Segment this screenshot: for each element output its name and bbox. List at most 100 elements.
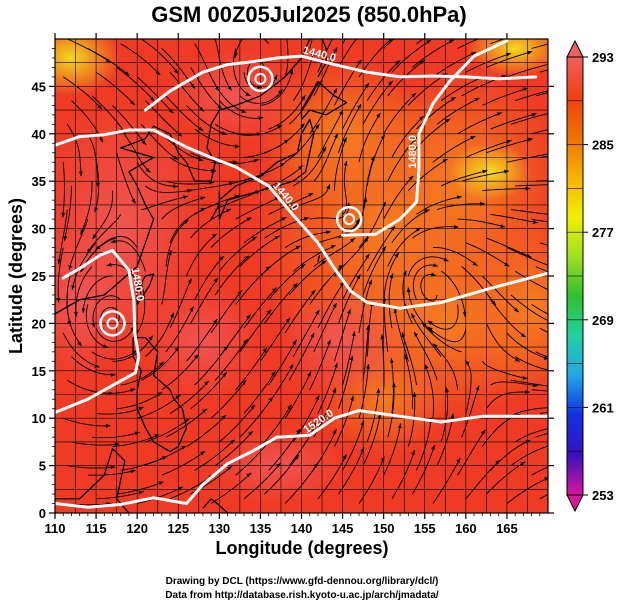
y-tick-label: 20: [32, 316, 46, 331]
streamline: [112, 335, 154, 362]
streamline-arrow: [202, 408, 208, 414]
streamline: [366, 134, 386, 186]
streamline-arrow: [96, 182, 100, 188]
streamline: [292, 309, 320, 357]
streamline: [91, 95, 127, 135]
streamline-arrow: [57, 259, 62, 265]
streamline-arrow: [506, 139, 512, 144]
streamline-arrow: [200, 196, 206, 201]
x-tick-label: 130: [208, 521, 230, 536]
streamline: [264, 364, 294, 409]
streamline-arrow: [281, 217, 287, 221]
streamline-arrow: [556, 425, 561, 429]
center-ring-inner: [343, 213, 356, 226]
streamline-arrow: [184, 419, 189, 424]
streamline: [358, 279, 373, 333]
x-tick-label: 165: [496, 521, 518, 536]
streamline: [402, 270, 413, 324]
streamline: [410, 313, 442, 357]
streamline-arrow: [401, 332, 406, 338]
streamline-arrow: [574, 36, 579, 40]
streamline: [490, 381, 538, 387]
streamline: [531, 218, 548, 223]
streamline-arrow: [245, 92, 251, 96]
streamline-arrow: [525, 440, 531, 444]
streamline-arrow: [61, 212, 66, 218]
streamline-arrow: [514, 357, 520, 362]
streamline-arrow: [307, 371, 311, 377]
y-axis-ticks: 0 5 10 15 20 25 30 35 40 45: [32, 48, 554, 521]
streamline: [481, 360, 528, 380]
streamline-arrow: [390, 358, 394, 363]
streamline: [358, 201, 387, 248]
streamline: [342, 82, 370, 130]
center-ring-outer: [335, 205, 363, 233]
streamline: [186, 318, 218, 362]
streamline-arrow: [219, 256, 224, 261]
streamline: [194, 255, 225, 300]
streamline-arrow: [250, 404, 255, 410]
streamline: [412, 39, 455, 68]
streamline: [96, 491, 144, 500]
y-tick-label: 30: [32, 222, 46, 237]
streamline: [145, 185, 193, 193]
colorbar-tick-label: 253: [592, 488, 614, 503]
coastline-2: [300, 81, 348, 121]
streamline-arrow: [583, 408, 588, 412]
streamline-arrow: [130, 469, 136, 474]
streamline: [284, 371, 312, 419]
streamline: [461, 170, 509, 182]
streamline: [407, 256, 449, 277]
streamline: [186, 233, 218, 277]
streamline-arrow: [349, 355, 354, 361]
y-tick-label: 45: [32, 79, 46, 94]
streamline-arrow: [333, 88, 338, 94]
streamline-arrow: [276, 463, 281, 468]
streamline: [407, 287, 434, 334]
streamline: [112, 105, 147, 146]
streamline: [85, 304, 109, 349]
streamline: [317, 281, 345, 329]
streamline: [110, 240, 146, 272]
streamline: [169, 71, 205, 112]
streamline-arrow: [315, 395, 320, 401]
streamline: [214, 255, 250, 296]
streamline-arrow: [482, 169, 488, 174]
streamline-arrow: [338, 264, 343, 270]
streamline-arrow: [393, 308, 398, 314]
streamline-arrow: [443, 257, 449, 262]
streamline: [137, 394, 181, 419]
streamline: [334, 236, 369, 277]
streamline: [309, 202, 350, 220]
streamline-arrow: [533, 220, 538, 224]
streamline-arrow: [522, 376, 528, 380]
streamline-arrow: [79, 171, 83, 177]
streamline-arrow: [347, 309, 351, 315]
streamline-arrow: [86, 248, 92, 254]
streamline-arrow: [132, 350, 138, 355]
streamline: [366, 301, 373, 357]
streamline-arrow: [183, 195, 188, 200]
streamline: [383, 423, 402, 476]
contour-line: [185, 409, 548, 505]
streamline: [268, 263, 306, 300]
streamline-arrow: [213, 319, 218, 324]
streamline-arrow: [271, 371, 276, 377]
streamline: [407, 158, 448, 192]
streamline: [432, 247, 478, 267]
streamline-arrow: [332, 429, 337, 435]
streamline: [420, 273, 438, 302]
streamline-arrow: [232, 160, 238, 165]
coastline-7: [202, 498, 231, 513]
streamline: [362, 325, 369, 381]
streamline-arrow: [181, 446, 187, 450]
streamline-arrow: [130, 100, 135, 105]
streamline: [432, 135, 476, 163]
center-ring-inner: [106, 317, 119, 330]
streamline: [260, 165, 304, 192]
streamline: [506, 63, 548, 78]
streamline-arrow: [428, 326, 433, 332]
streamline-arrow: [462, 312, 467, 317]
streamline-arrow: [73, 312, 78, 317]
streamline-arrow: [527, 50, 533, 55]
